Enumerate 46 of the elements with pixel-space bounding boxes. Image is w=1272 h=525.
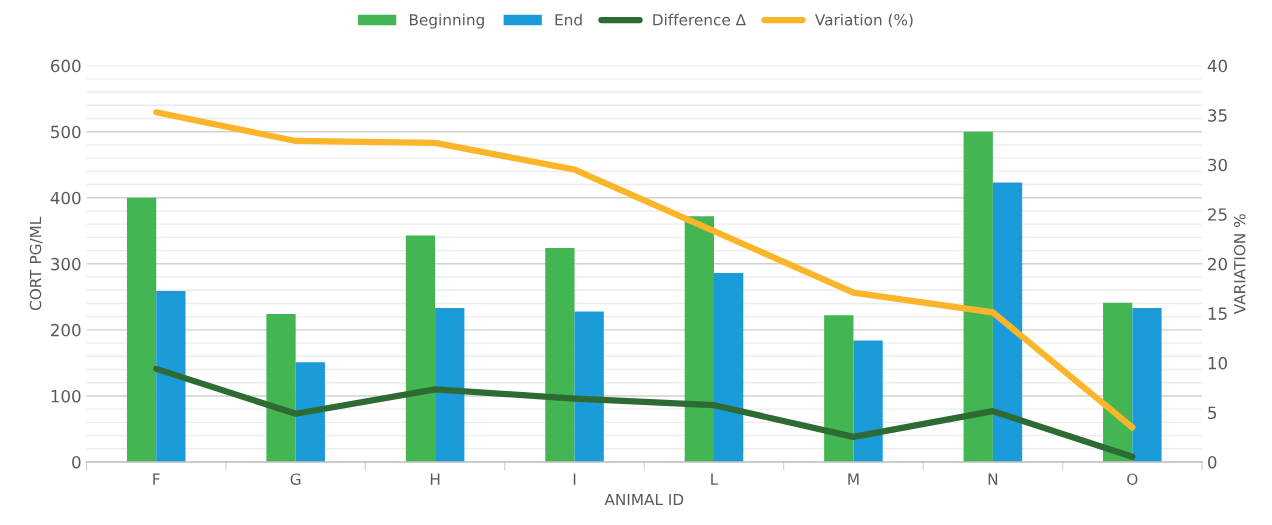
y-tick-label: 600 [50,59,81,73]
x-tick-label: F [153,473,160,485]
legend-label: Beginning [409,13,484,29]
bar [684,216,714,462]
bar [1132,308,1162,462]
y-tick-label: 0 [72,455,81,469]
bar [266,314,296,462]
bar [574,311,604,462]
y-tick-label: 200 [51,323,81,337]
y-tick-label: 500 [51,125,81,139]
legend-label: End [555,13,582,26]
y2-axis-title: VARIATION % [1233,214,1246,315]
x-tick-label: O [1127,473,1138,485]
x-axis-title: ANIMAL ID [604,493,684,506]
y-axis-title: CORT PG/ML [29,216,43,311]
y2-tick-label: 10 [1208,356,1227,370]
bar [853,340,883,462]
y-tick-label: 300 [51,257,81,271]
y2-tick-label: 25 [1208,208,1227,221]
x-tick-label: N [988,473,998,485]
bar [295,362,325,462]
y2-tick-label: 5 [1208,406,1217,420]
y-tick-label: 400 [50,191,81,205]
bar [126,197,157,462]
x-tick-label: G [290,473,301,485]
legend-label: Difference Δ [653,13,746,26]
legend-label: Variation (%) [814,13,913,28]
bar [405,235,436,462]
x-tick-label: H [430,473,440,485]
y2-tick-label: 35 [1208,109,1227,122]
x-tick-label: M [848,473,859,485]
bar [545,247,575,462]
y2-tick-label: 20 [1208,257,1227,271]
bar [824,315,854,462]
y2-tick-label: 15 [1208,307,1227,320]
bar [156,290,186,462]
y2-tick-label: 30 [1208,158,1227,172]
x-tick-label: I [573,473,576,485]
x-tick-label: L [711,473,719,485]
bar [992,182,1023,462]
bar [435,308,465,462]
y-tick-label: 100 [51,389,81,403]
y2-tick-label: 40 [1207,59,1227,73]
bar [713,273,744,462]
bar [963,131,993,462]
y2-tick-label: 0 [1208,455,1217,469]
